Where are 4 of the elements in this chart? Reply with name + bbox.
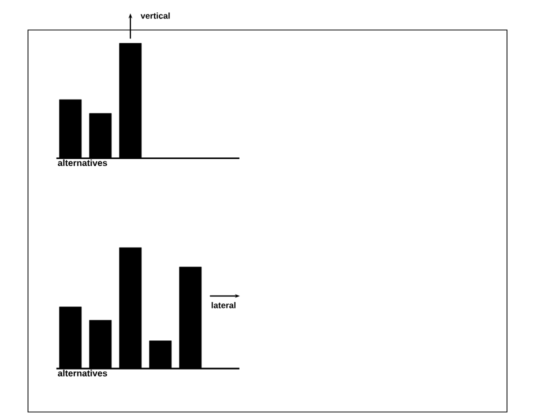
text: lateral <box>212 302 236 308</box>
text: vertical <box>140 12 170 19</box>
x-axis-title: alternatives <box>58 370 108 376</box>
x-axis-title: alternatives <box>58 159 108 166</box>
